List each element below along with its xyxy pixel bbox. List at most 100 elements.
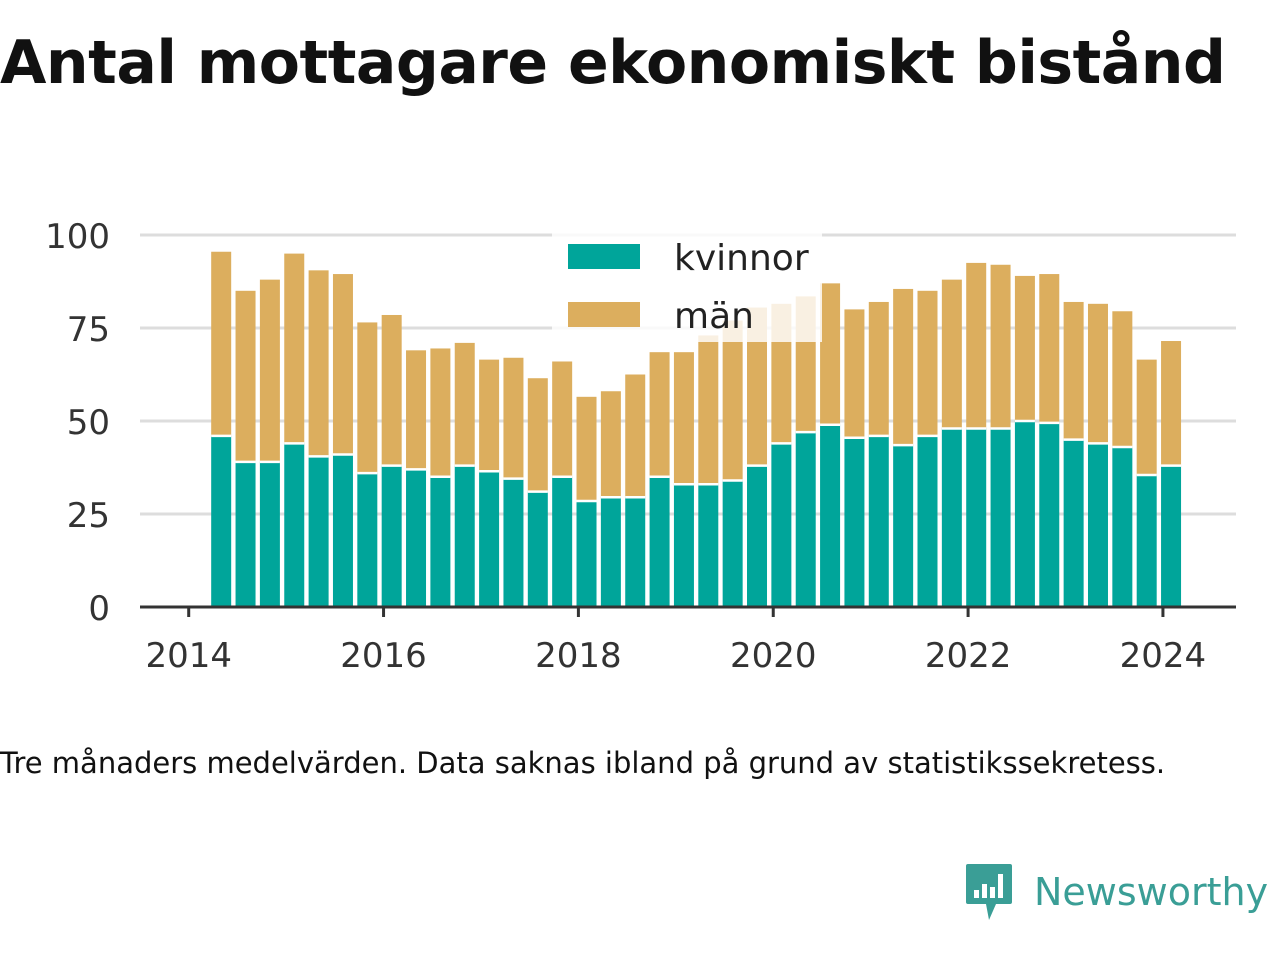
bar-kvinnor bbox=[698, 484, 719, 607]
bar-kvinnor bbox=[503, 478, 524, 607]
bar-man bbox=[1136, 359, 1157, 475]
bar-man bbox=[868, 301, 889, 436]
bar-kvinnor bbox=[1161, 465, 1182, 607]
brand-name: Newsworthy bbox=[1034, 870, 1269, 914]
legend: kvinnor män bbox=[552, 232, 822, 342]
bar-man bbox=[1014, 275, 1035, 421]
legend-swatch-kvinnor bbox=[568, 244, 640, 269]
bar-kvinnor bbox=[211, 435, 232, 607]
chart-title: Antal mottagare ekonomiskt bistånd bbox=[0, 28, 1226, 98]
bar-man bbox=[673, 352, 694, 485]
newsworthy-logo-icon bbox=[966, 864, 1012, 920]
bar-man bbox=[479, 359, 500, 472]
bar-man bbox=[893, 288, 914, 446]
bar-kvinnor bbox=[649, 476, 670, 607]
legend-label-kvinnor: kvinnor bbox=[674, 238, 809, 279]
y-tick-label: 25 bbox=[67, 496, 110, 536]
bar-man bbox=[332, 274, 353, 455]
bar-kvinnor bbox=[673, 484, 694, 607]
bar-kvinnor bbox=[1112, 447, 1133, 607]
bar-kvinnor bbox=[479, 471, 500, 607]
y-tick-label: 50 bbox=[67, 403, 110, 443]
bar-man bbox=[235, 290, 256, 462]
bar-man bbox=[527, 378, 548, 492]
bar-kvinnor bbox=[747, 465, 768, 607]
bar-man bbox=[284, 253, 305, 444]
bar-man bbox=[430, 348, 451, 477]
bar-man bbox=[1063, 301, 1084, 440]
bar-kvinnor bbox=[332, 454, 353, 607]
bar-man bbox=[552, 361, 573, 477]
x-tick-label: 2022 bbox=[925, 636, 1012, 676]
bar-man bbox=[381, 314, 402, 466]
bar-man bbox=[1087, 303, 1108, 444]
bar-kvinnor bbox=[357, 473, 378, 607]
bar-man bbox=[1112, 311, 1133, 448]
x-tick-label: 2024 bbox=[1120, 636, 1207, 676]
bar-kvinnor bbox=[527, 491, 548, 607]
bar-man bbox=[211, 251, 232, 436]
bar-kvinnor bbox=[576, 500, 597, 607]
bar-kvinnor bbox=[259, 461, 280, 607]
bar-man bbox=[308, 270, 329, 457]
bar-man bbox=[917, 290, 938, 436]
bar-man bbox=[600, 391, 621, 498]
brand-logo: Newsworthy bbox=[964, 862, 1268, 922]
bar-man bbox=[1161, 341, 1182, 466]
bar-man bbox=[820, 283, 841, 425]
bar-man bbox=[722, 320, 743, 481]
bar-kvinnor bbox=[625, 497, 646, 607]
bar-man bbox=[844, 309, 865, 438]
bar-man bbox=[1039, 274, 1060, 423]
y-tick-label: 100 bbox=[45, 217, 110, 257]
bar-kvinnor bbox=[235, 461, 256, 607]
axes: 0 25 50 75 100 2014 2016 2018 2020 2022 2024 bbox=[45, 217, 1236, 676]
bar-kvinnor bbox=[1136, 474, 1157, 607]
bar-kvinnor bbox=[430, 476, 451, 607]
bar-man bbox=[454, 342, 475, 466]
bar-kvinnor bbox=[722, 480, 743, 607]
bar-man bbox=[747, 307, 768, 466]
bar-kvinnor bbox=[552, 476, 573, 607]
bar-kvinnor bbox=[990, 428, 1011, 607]
bar-man bbox=[990, 264, 1011, 429]
bar-kvinnor bbox=[1087, 443, 1108, 607]
bar-kvinnor bbox=[406, 469, 427, 607]
bar-kvinnor bbox=[771, 443, 792, 607]
x-tick-label: 2020 bbox=[730, 636, 817, 676]
bar-man bbox=[941, 279, 962, 429]
bars bbox=[211, 251, 1182, 607]
bar-man bbox=[259, 279, 280, 462]
x-tick-label: 2016 bbox=[340, 636, 427, 676]
bar-kvinnor bbox=[917, 435, 938, 607]
bar-man bbox=[625, 374, 646, 498]
bar-kvinnor bbox=[454, 465, 475, 607]
bar-kvinnor bbox=[600, 497, 621, 607]
bar-man bbox=[503, 357, 524, 479]
bar-kvinnor bbox=[820, 424, 841, 607]
bar-kvinnor bbox=[893, 445, 914, 607]
bar-kvinnor bbox=[844, 437, 865, 607]
chart-caption: Tre månaders medelvärden. Data saknas ib… bbox=[0, 746, 1166, 780]
legend-label-man: män bbox=[674, 296, 754, 337]
bar-kvinnor bbox=[795, 432, 816, 607]
y-tick-label: 0 bbox=[88, 589, 110, 629]
bar-kvinnor bbox=[966, 428, 987, 607]
legend-swatch-man bbox=[568, 302, 640, 327]
bar-kvinnor bbox=[868, 435, 889, 607]
bar-man bbox=[966, 262, 987, 429]
bar-kvinnor bbox=[1063, 439, 1084, 607]
bar-kvinnor bbox=[1039, 422, 1060, 607]
bar-man bbox=[698, 335, 719, 485]
bar-man bbox=[406, 350, 427, 470]
bar-kvinnor bbox=[381, 465, 402, 607]
y-tick-label: 75 bbox=[67, 310, 110, 350]
bar-man bbox=[649, 352, 670, 477]
bar-kvinnor bbox=[1014, 421, 1035, 607]
bar-man bbox=[576, 396, 597, 501]
bar-kvinnor bbox=[308, 456, 329, 607]
chart: 0 25 50 75 100 2014 2016 2018 2020 2022 2024 kvinn… bbox=[45, 217, 1236, 676]
x-tick-label: 2018 bbox=[535, 636, 622, 676]
bar-kvinnor bbox=[941, 428, 962, 607]
bar-man bbox=[357, 322, 378, 474]
